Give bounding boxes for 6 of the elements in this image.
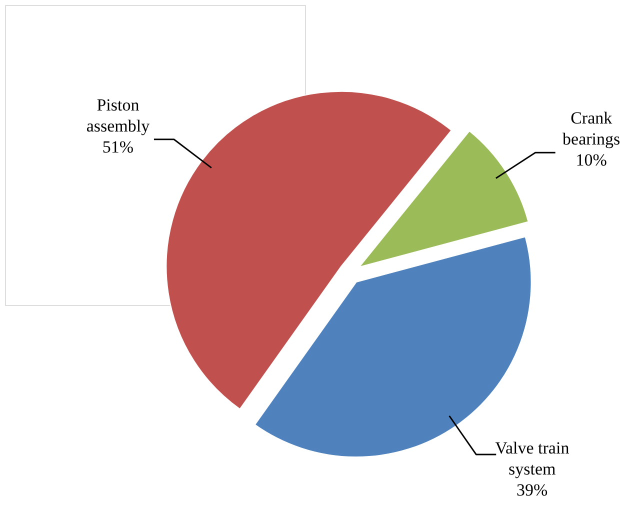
data-label: 51%	[102, 137, 134, 156]
slice-label: Crank bearings	[562, 108, 620, 149]
data-label: 10%	[576, 150, 607, 170]
slice-label: Piston assembly	[86, 95, 150, 136]
data-label: 39%	[516, 480, 548, 500]
slice-label: Valve train system	[495, 438, 570, 478]
